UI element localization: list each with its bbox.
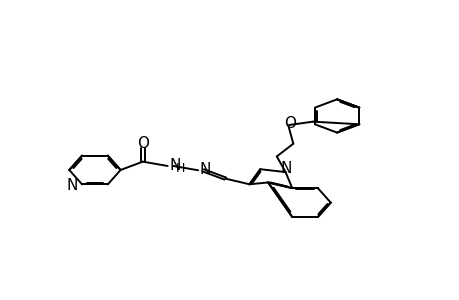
Text: N: N	[280, 161, 292, 176]
Text: O: O	[283, 116, 295, 131]
Text: N: N	[169, 158, 180, 172]
Text: H: H	[175, 162, 185, 175]
Text: N: N	[199, 162, 211, 177]
Text: N: N	[66, 178, 78, 193]
Text: O: O	[136, 136, 149, 151]
